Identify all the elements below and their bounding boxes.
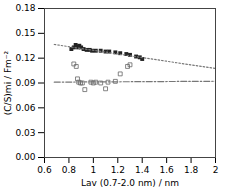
svg-text:1: 1 [90, 165, 96, 175]
svg-text:(C/S)mi / Fm⁻²: (C/S)mi / Fm⁻² [3, 50, 13, 115]
svg-text:1.8: 1.8 [184, 165, 199, 175]
svg-text:0.18: 0.18 [15, 3, 35, 13]
svg-text:0.09: 0.09 [15, 78, 35, 88]
svg-text:2: 2 [213, 165, 219, 175]
svg-text:0.15: 0.15 [15, 28, 35, 38]
svg-text:0.12: 0.12 [15, 53, 35, 63]
svg-text:0.6: 0.6 [37, 165, 52, 175]
svg-text:0.06: 0.06 [15, 103, 35, 113]
svg-text:0.03: 0.03 [15, 128, 35, 138]
svg-text:1.6: 1.6 [159, 165, 174, 175]
svg-text:1.4: 1.4 [135, 165, 150, 175]
svg-text:1.2: 1.2 [111, 165, 125, 175]
svg-text:0.8: 0.8 [62, 165, 77, 175]
svg-text:0.00: 0.00 [15, 152, 35, 162]
svg-text:Lav (0.7-2.0 nm) / nm: Lav (0.7-2.0 nm) / nm [81, 178, 179, 188]
